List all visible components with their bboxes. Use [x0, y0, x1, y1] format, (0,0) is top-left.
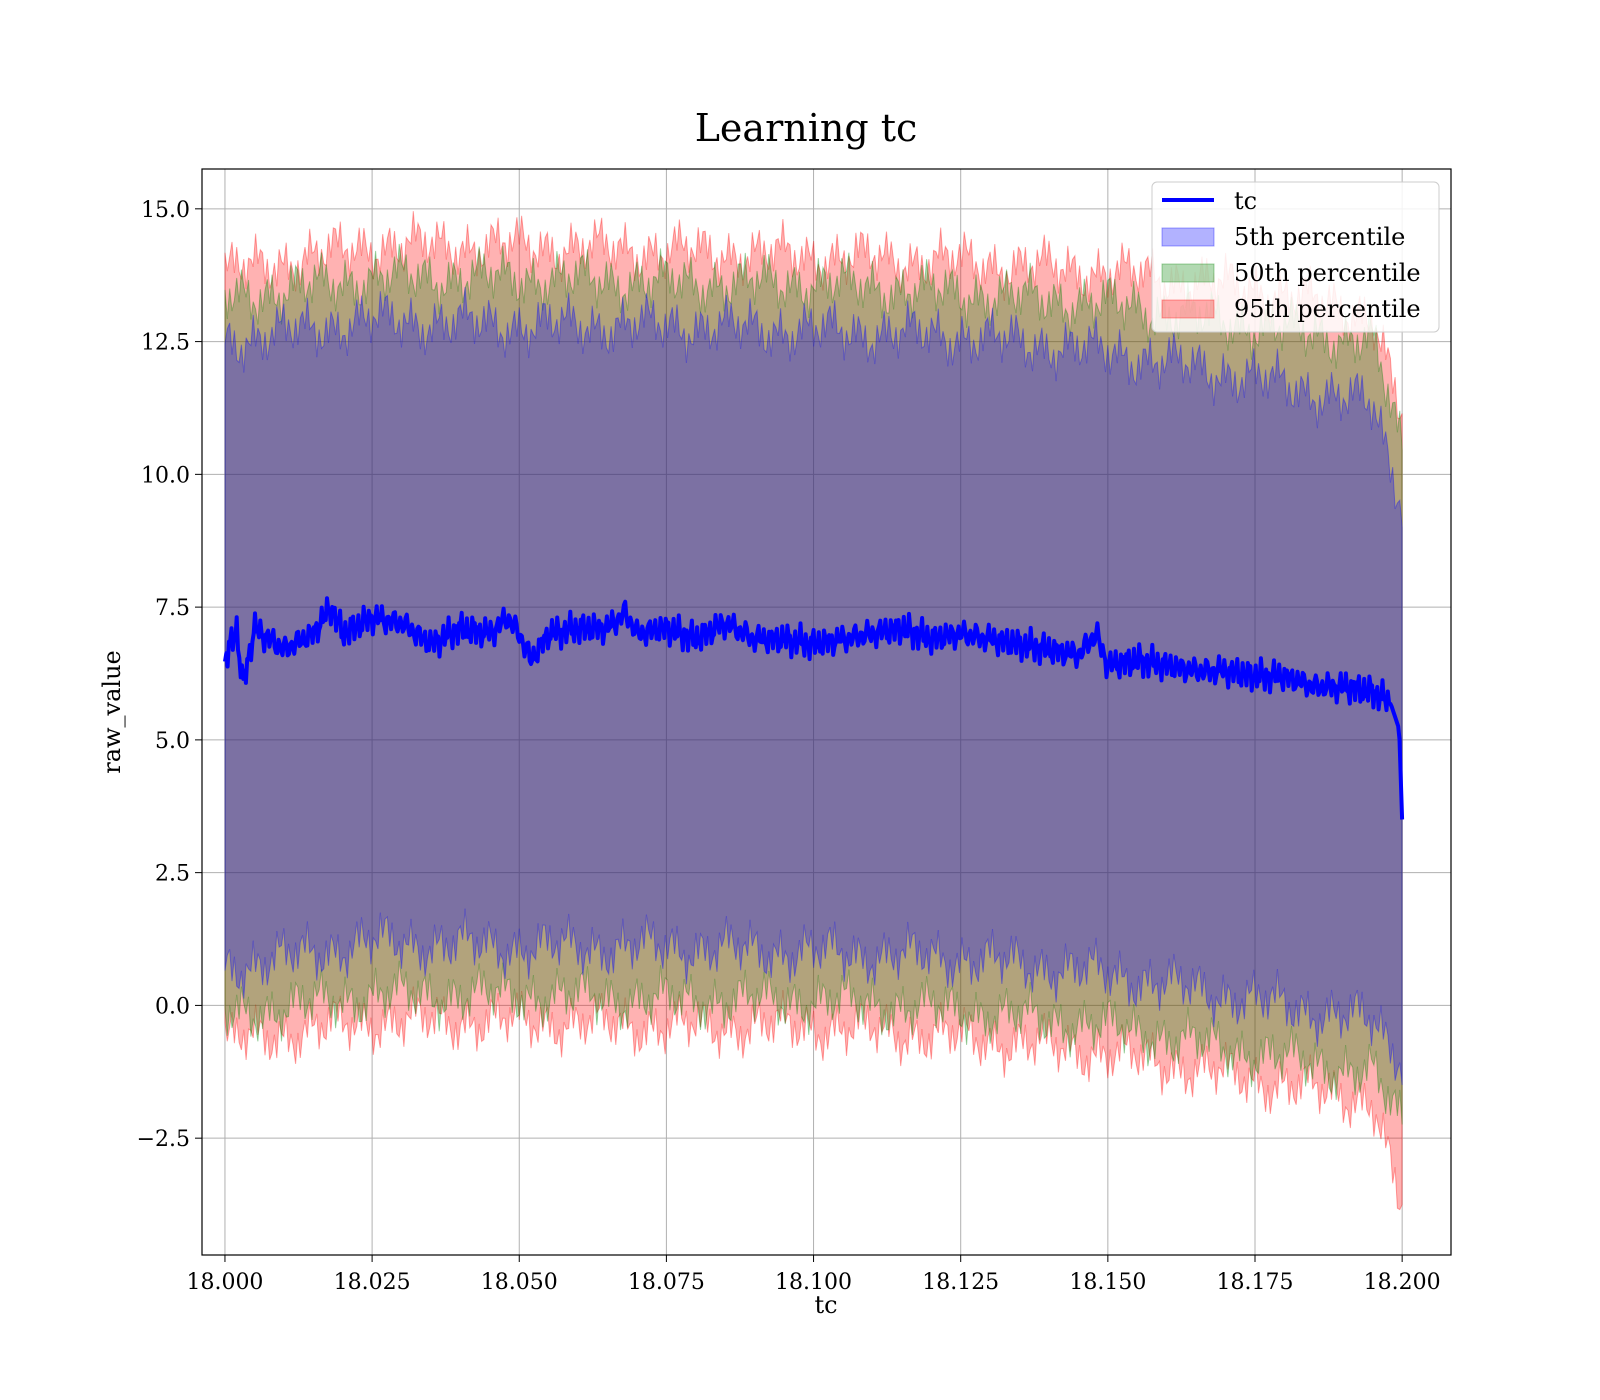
legend-frame: [1151, 181, 1440, 333]
grid: [202, 169, 1451, 1255]
x-tick-label: 18.100: [775, 1270, 852, 1295]
y-tick-label: 10.0: [141, 463, 190, 488]
legend-label-tc: tc: [1234, 187, 1257, 215]
x-tick-label: 18.125: [922, 1270, 999, 1295]
y-tick-label: 7.5: [155, 596, 190, 621]
band-5th-percentile: [224, 287, 1403, 1086]
y-tick-label: 5.0: [155, 729, 190, 754]
percentile-bands: [224, 211, 1403, 1211]
plot-frame: [201, 168, 1452, 1256]
y-tick-label: 12.5: [141, 331, 190, 356]
y-axis-ticks: −2.5 0.0 2.5 5.0 7.5 10.0 12.5 15.0: [137, 198, 202, 1152]
tc-line-layer: [223, 596, 1405, 820]
tc-line: [223, 596, 1405, 820]
y-tick-label: 15.0: [141, 198, 190, 223]
x-tick-label: 18.200: [1364, 1270, 1441, 1295]
y-tick-label: 0.0: [155, 994, 190, 1019]
x-tick-label: 18.150: [1069, 1270, 1146, 1295]
x-tick-label: 18.050: [481, 1270, 558, 1295]
chart-title: Learning tc: [695, 106, 918, 150]
x-axis-label: tc: [814, 1291, 837, 1319]
legend-label-95th-percentile: 95th percentile: [1234, 295, 1421, 323]
legend-swatch-95th-percentile: [1161, 299, 1215, 319]
y-axis-label: raw_value: [98, 650, 126, 774]
band-50th-percentile: [224, 243, 1403, 1125]
x-tick-label: 18.000: [186, 1270, 263, 1295]
legend: tc 5th percentile 50th percentile 95th perc…: [1151, 181, 1440, 333]
x-tick-label: 18.075: [628, 1270, 705, 1295]
legend-swatch-50th-percentile: [1161, 263, 1215, 283]
x-axis-ticks: 18.000 18.025 18.050 18.075 18.100 18.125 18.1…: [186, 1255, 1441, 1295]
x-tick-label: 18.025: [334, 1270, 411, 1295]
y-tick-label: 2.5: [155, 862, 190, 887]
legend-label-5th-percentile: 5th percentile: [1234, 223, 1405, 251]
legend-swatch-5th-percentile: [1161, 227, 1215, 247]
legend-label-50th-percentile: 50th percentile: [1234, 259, 1421, 287]
x-tick-label: 18.175: [1217, 1270, 1294, 1295]
band-95th-percentile: [224, 211, 1403, 1211]
y-tick-label: −2.5: [137, 1127, 190, 1152]
